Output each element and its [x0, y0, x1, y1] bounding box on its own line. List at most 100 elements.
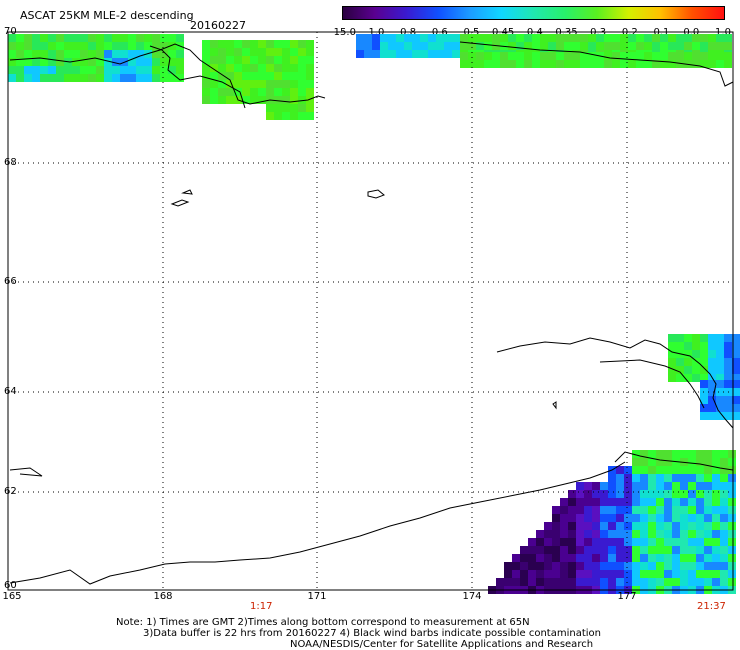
- wind-cell: [576, 514, 584, 522]
- wind-cell: [616, 562, 624, 570]
- wind-cell: [290, 104, 298, 112]
- wind-cell: [512, 578, 520, 586]
- wind-cell: [648, 482, 656, 490]
- arctic-coast-east: [459, 41, 734, 87]
- wind-cell: [266, 88, 274, 96]
- wind-cell: [656, 530, 664, 538]
- wind-cell: [664, 538, 672, 546]
- seward-peninsula: [496, 337, 734, 429]
- wind-cell: [668, 350, 676, 358]
- wind-cell: [664, 498, 672, 506]
- wind-cell: [680, 506, 688, 514]
- wind-cell: [704, 498, 712, 506]
- wind-cell: [544, 578, 552, 586]
- wind-cell: [8, 74, 16, 82]
- note-line-1: Note: 1) Times are GMT 2)Times along bot…: [116, 617, 530, 628]
- wind-cell: [298, 88, 306, 96]
- wind-cell: [290, 80, 298, 88]
- wind-cell: [676, 34, 684, 42]
- wind-cell: [56, 74, 64, 82]
- wind-cell: [732, 404, 740, 412]
- wind-cell: [242, 64, 250, 72]
- wind-cell: [692, 366, 700, 374]
- wind-cell: [620, 34, 628, 42]
- wind-cell: [128, 58, 136, 66]
- wind-cell: [716, 52, 724, 60]
- wind-cell: [496, 578, 504, 586]
- wind-cell: [218, 48, 226, 56]
- wind-cell: [282, 48, 290, 56]
- wind-cell: [716, 404, 724, 412]
- wind-cell: [700, 42, 708, 50]
- wind-cell: [532, 52, 540, 60]
- wind-cell: [242, 80, 250, 88]
- wind-cell: [680, 554, 688, 562]
- wind-cell: [104, 58, 112, 66]
- wind-cell: [724, 334, 732, 342]
- wind-cell: [632, 482, 640, 490]
- wind-cell: [298, 112, 306, 120]
- wind-cell: [704, 578, 712, 586]
- wind-cell: [512, 570, 520, 578]
- wind-cell: [250, 64, 258, 72]
- wind-cell: [604, 34, 612, 42]
- wind-cell: [728, 562, 736, 570]
- wind-cell: [616, 578, 624, 586]
- wind-cell: [636, 34, 644, 42]
- wind-cell: [716, 396, 724, 404]
- yukon-delta-coast: [614, 451, 734, 471]
- wind-cell: [64, 74, 72, 82]
- wind-cell: [544, 554, 552, 562]
- wind-cell: [274, 56, 282, 64]
- wind-cell: [672, 578, 680, 586]
- wind-cell: [176, 66, 184, 74]
- wind-cell: [704, 530, 712, 538]
- wind-cell: [24, 42, 32, 50]
- wind-cell: [176, 50, 184, 58]
- wind-cell: [266, 64, 274, 72]
- wind-cell: [548, 60, 556, 68]
- wind-cell: [202, 56, 210, 64]
- wind-cell: [452, 50, 460, 58]
- wind-cell: [696, 466, 704, 474]
- wind-cell: [16, 42, 24, 50]
- wind-cell: [298, 56, 306, 64]
- wind-cell: [552, 538, 560, 546]
- wind-cell: [380, 34, 388, 42]
- wind-cell: [660, 60, 668, 68]
- wind-cell: [656, 538, 664, 546]
- wind-cell: [600, 570, 608, 578]
- wind-cell: [176, 74, 184, 82]
- wind-cell: [556, 34, 564, 42]
- wind-cell: [40, 66, 48, 74]
- wind-cell: [672, 482, 680, 490]
- wind-cell: [560, 530, 568, 538]
- wind-cell: [616, 570, 624, 578]
- wind-cell: [648, 554, 656, 562]
- wind-cell: [120, 34, 128, 42]
- wind-cell: [632, 578, 640, 586]
- wind-cell: [728, 554, 736, 562]
- wind-cell: [700, 334, 708, 342]
- map-frame: [7, 31, 734, 591]
- latitude-label: 68: [4, 157, 17, 168]
- wind-cell: [298, 48, 306, 56]
- wind-cell: [540, 52, 548, 60]
- wind-cell: [712, 562, 720, 570]
- wind-cell: [532, 60, 540, 68]
- wind-cell: [704, 546, 712, 554]
- wind-cell: [692, 52, 700, 60]
- wind-cell: [528, 554, 536, 562]
- wind-cell: [648, 474, 656, 482]
- wind-cell: [380, 42, 388, 50]
- wind-cell: [72, 74, 80, 82]
- wind-cell: [564, 60, 572, 68]
- wind-cell: [612, 60, 620, 68]
- wind-cell: [680, 482, 688, 490]
- wind-cell: [632, 466, 640, 474]
- wind-cell: [664, 570, 672, 578]
- wind-cell: [202, 64, 210, 72]
- wind-cell: [460, 52, 468, 60]
- wind-cell: [720, 474, 728, 482]
- wind-cell: [484, 42, 492, 50]
